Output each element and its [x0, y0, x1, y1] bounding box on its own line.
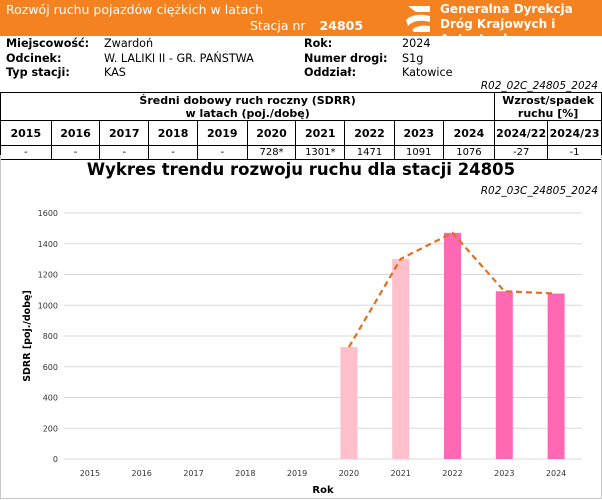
trend-chart: 0 200 400 600 800 1000 1200 1400 1600 2015 2016 201… [22, 209, 582, 495]
y-tick-label: 400 [43, 394, 58, 403]
odcinek-label: Odcinek: [6, 52, 62, 65]
typ-stacji-label: Typ stacji: [6, 66, 70, 79]
x-tick-label: 2017 [183, 469, 203, 478]
bar-2020 [340, 347, 358, 459]
station-label: Stacja nr 24805 [250, 18, 363, 33]
year-cell-2022: 2022 [344, 120, 395, 146]
value-cell: 1091 [393, 145, 444, 160]
value-cell: -1 [547, 145, 602, 160]
x-tick-label: 2016 [132, 469, 152, 478]
organization-name: Generalna Dyrekcja Dróg Krajowych i Auto… [440, 2, 602, 47]
station-label-text: Stacja nr [250, 18, 306, 33]
x-tick-label: 2024 [546, 469, 566, 478]
chart-title: Wykres trendu rozwoju ruchu dla stacji 2… [86, 160, 516, 179]
bar-2024 [547, 293, 565, 459]
year-cell-2016: 2016 [50, 120, 101, 146]
value-cell: - [148, 145, 198, 160]
y-tick-label: 800 [43, 332, 58, 341]
year-cell-2023: 2023 [393, 120, 444, 146]
station-number: 24805 [319, 18, 364, 33]
report-title: Rozwój ruchu pojazdów ciężkich w latach [6, 2, 264, 17]
x-tick-label: 2015 [80, 469, 100, 478]
y-tick-label: 0 [53, 455, 58, 464]
oddzial-label: Oddział: [304, 66, 357, 79]
odcinek-value: W. LALIKI II - GR. PAŃSTWA [104, 52, 254, 65]
y-tick-label: 1200 [38, 271, 58, 280]
x-tick-label: 2021 [391, 469, 411, 478]
year-cell-2020: 2020 [246, 120, 297, 146]
value-cell: 1301* [295, 145, 346, 160]
bar-2021 [392, 258, 410, 459]
sdrr-header: Średni dobowy ruch roczny (SDRR) w latach… [0, 92, 496, 121]
rok-value: 2024 [402, 37, 431, 50]
x-axis-label: Rok [312, 485, 334, 495]
chart-reference: R02_03C_24805_2024 [480, 185, 598, 197]
year-cell-2024-23: 2024/23 [547, 120, 602, 146]
rok-label: Rok: [304, 37, 333, 50]
y-tick-label: 600 [43, 363, 58, 372]
x-tick-label: 2022 [442, 469, 462, 478]
bar-2022 [444, 232, 461, 459]
org-line-1: Generalna Dyrekcja [440, 2, 573, 16]
x-tick-label: 2020 [339, 469, 359, 478]
x-tick-label: 2018 [235, 469, 255, 478]
year-cell-2019: 2019 [196, 120, 248, 146]
year-cell-2017: 2017 [99, 120, 150, 146]
y-tick-label: 1000 [38, 301, 58, 310]
x-tick-label: 2019 [287, 469, 307, 478]
y-tick-label: 1400 [38, 240, 58, 249]
year-cell-2015: 2015 [0, 120, 52, 146]
y-tick-label: 200 [43, 424, 58, 433]
numer-drogi-value: S1g [402, 52, 424, 65]
numer-drogi-label: Numer drogi: [304, 52, 388, 65]
report-header: Rozwój ruchu pojazdów ciężkich w latach … [0, 0, 602, 46]
year-cell-2024-22: 2024/22 [494, 120, 549, 146]
year-cell-2021: 2021 [295, 120, 346, 146]
typ-stacji-value: KAS [104, 66, 126, 79]
bar-2023 [495, 291, 513, 459]
sdrr-table: Średni dobowy ruch roczny (SDRR) w latach… [0, 92, 602, 160]
miejscowosc-value: Zwardoń [104, 37, 154, 50]
year-row: 2015 2016 2017 2018 2019 2020 2021 2022 2023 2024… [0, 120, 602, 146]
value-cell: - [99, 145, 150, 160]
org-line-2: Dróg Krajowych i Autostrad [440, 17, 556, 46]
y-axis-label: SDRR [poj./dobę] [22, 290, 33, 382]
miejscowosc-label: Miejscowość: [6, 37, 90, 50]
year-cell-2024: 2024 [442, 120, 496, 146]
gddkia-logo-icon [406, 6, 430, 32]
oddzial-value: Katowice [402, 66, 453, 79]
trend-line [347, 231, 557, 348]
value-row: - - - - -728* 1301* 1471 1091 1076 -27 -1 [0, 145, 602, 160]
station-info: Miejscowość: Zwardoń Rok: 2024 Odcinek: … [6, 37, 602, 83]
growth-header: Wzrost/spadek ruchu [%] [494, 92, 602, 121]
year-cell-2018: 2018 [148, 120, 198, 146]
table-reference: R02_02C_24805_2024 [480, 80, 598, 92]
x-tick-label: 2023 [494, 469, 514, 478]
y-tick-label: 1600 [38, 209, 58, 218]
value-cell: 728* [246, 145, 297, 160]
